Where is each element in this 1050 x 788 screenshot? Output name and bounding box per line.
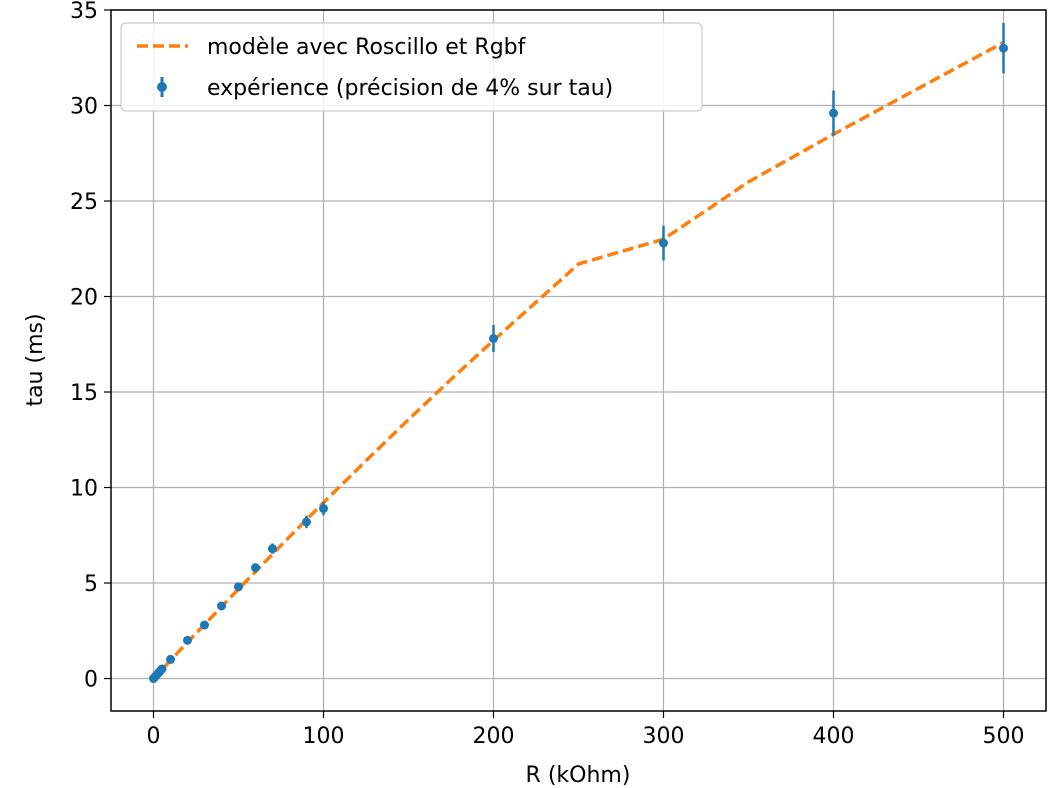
experiment-point — [183, 635, 192, 645]
experiment-point — [268, 544, 277, 554]
experiment-point — [200, 620, 209, 630]
experiment-points-layer — [149, 22, 1008, 684]
legend-experiment-label: expérience (précision de 4% sur tau) — [207, 76, 613, 101]
experiment-point — [302, 517, 311, 527]
experiment-point — [659, 238, 668, 248]
experiment-point — [251, 563, 260, 573]
y-tick-label: 0 — [84, 668, 98, 693]
x-tick-label: 100 — [303, 724, 345, 749]
x-tick-label: 400 — [813, 724, 855, 749]
y-tick-label: 30 — [70, 95, 98, 120]
legend-experiment-marker — [157, 82, 167, 92]
x-tick-label: 500 — [983, 724, 1025, 749]
plot-frame — [110, 9, 1047, 712]
experiment-point — [234, 582, 243, 592]
experiment-point — [319, 504, 328, 514]
experiment-point — [489, 334, 498, 344]
y-tick-label: 25 — [70, 190, 98, 215]
y-tick-label: 15 — [70, 381, 98, 406]
x-axis-label: R (kOhm) — [526, 763, 631, 788]
y-tick-label: 10 — [70, 477, 98, 502]
plot-background — [111, 10, 1046, 711]
legend: modèle avec Roscillo et Rgbf expérience … — [120, 22, 703, 112]
x-tick-label: 0 — [147, 724, 161, 749]
y-tick-label: 20 — [70, 286, 98, 311]
y-tick-label: 35 — [70, 0, 98, 24]
y-tick-label: 5 — [84, 572, 98, 597]
axis-ticks: 0 100 200 300 400 500 0 5 10 15 20 25 30 35 — [70, 0, 1025, 749]
experiment-point — [829, 108, 838, 118]
legend-box — [120, 22, 703, 112]
x-tick-label: 200 — [473, 724, 515, 749]
experiment-point — [999, 43, 1008, 53]
experiment-point — [166, 654, 175, 664]
x-tick-label: 300 — [643, 724, 685, 749]
legend-model-label: modèle avec Roscillo et Rgbf — [207, 35, 527, 60]
y-axis-label: tau (ms) — [23, 313, 48, 406]
experiment-point — [157, 664, 167, 674]
experiment-point — [217, 601, 226, 611]
